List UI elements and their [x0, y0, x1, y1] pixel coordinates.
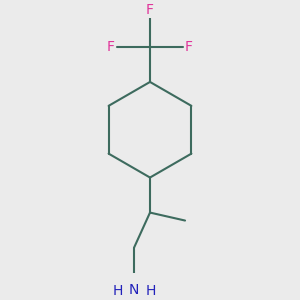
Text: N: N — [129, 283, 139, 297]
Text: F: F — [107, 40, 115, 54]
Text: H: H — [112, 284, 123, 298]
Text: F: F — [185, 40, 193, 54]
Text: F: F — [146, 3, 154, 16]
Text: H: H — [145, 284, 156, 298]
